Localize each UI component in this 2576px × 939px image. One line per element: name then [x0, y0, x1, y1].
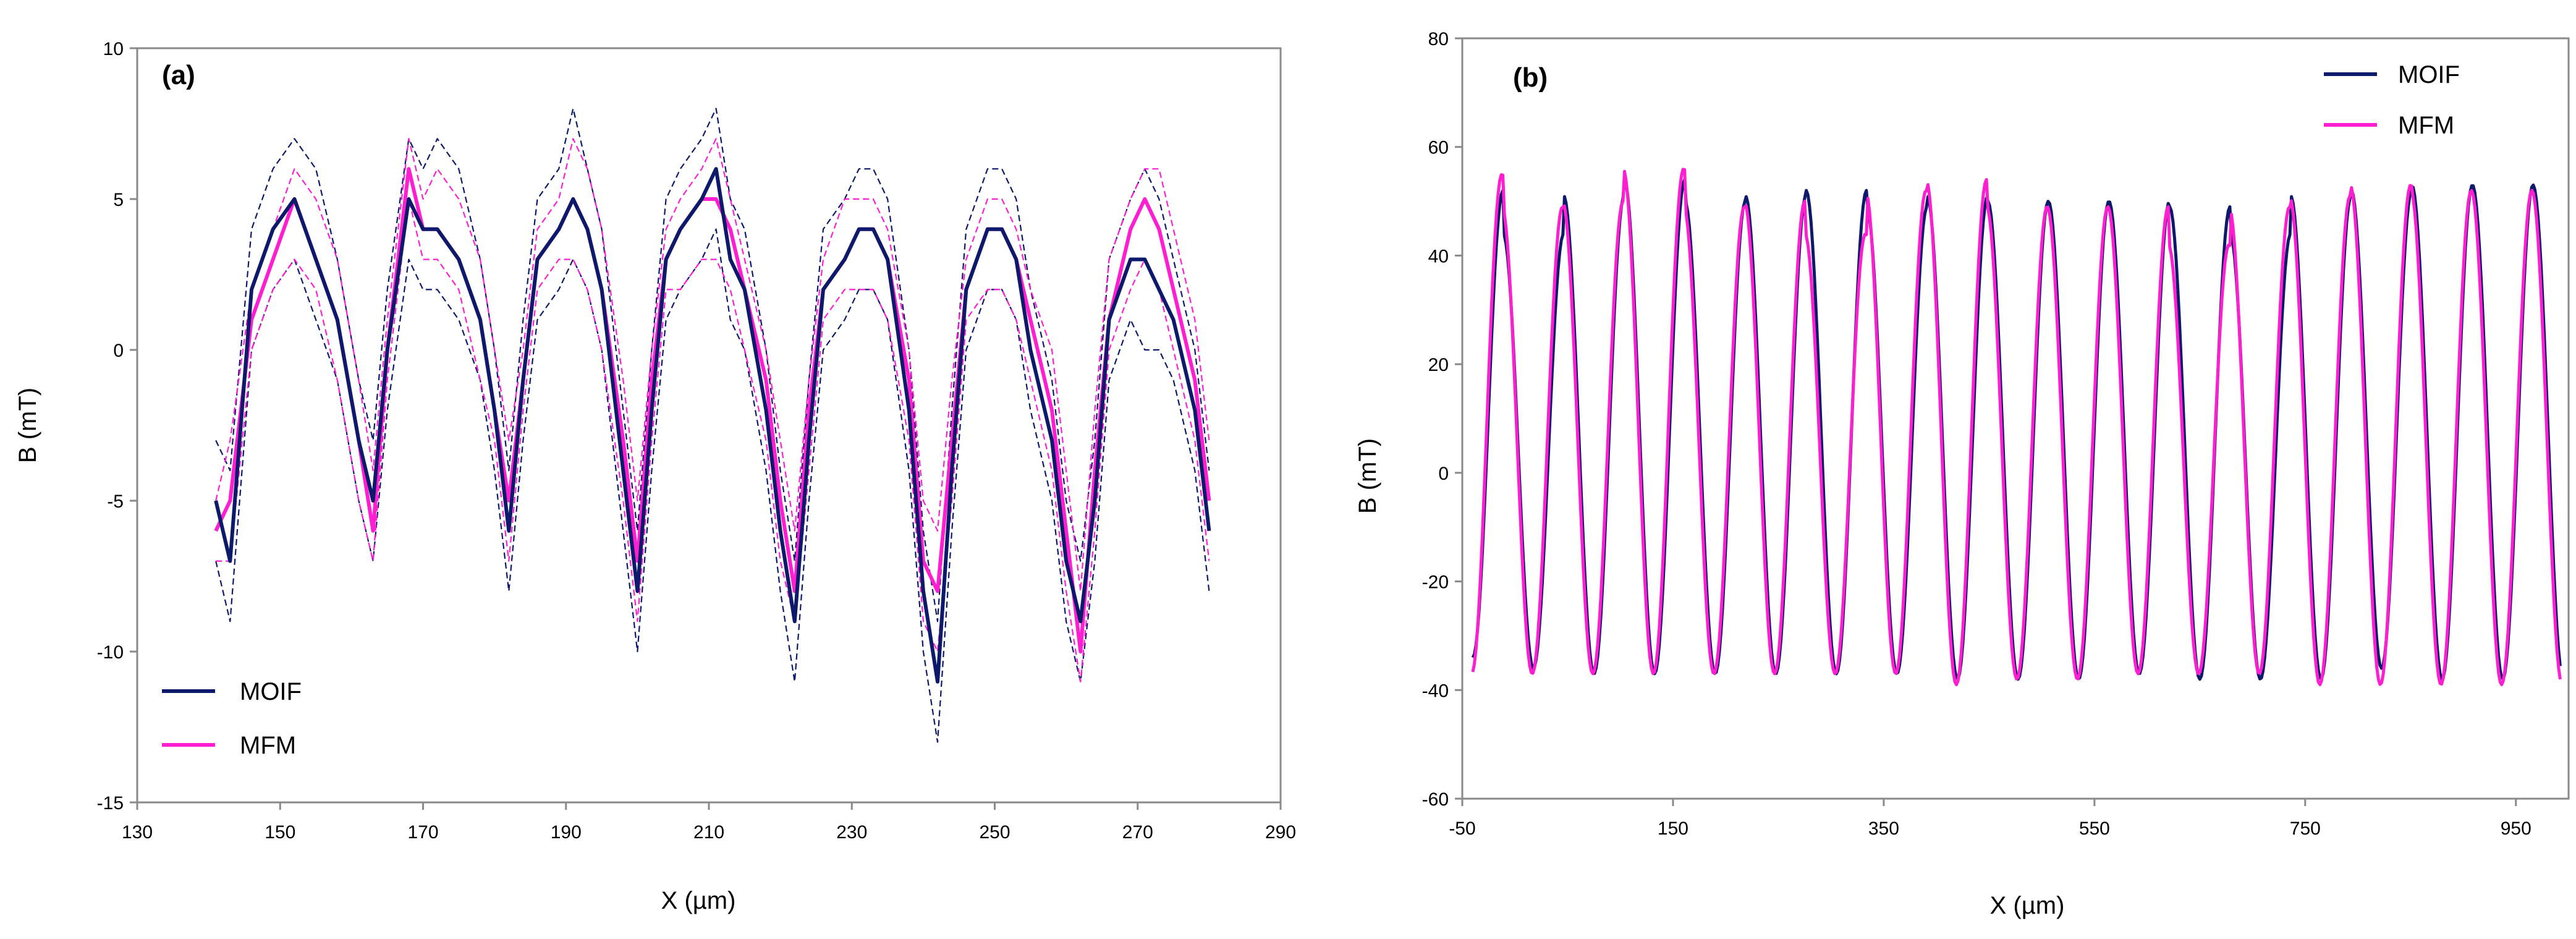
chart-a-y-tick-label: 10: [103, 39, 124, 59]
chart-a-y-tick-label: 5: [113, 190, 124, 210]
chart-a-y-axis-label: B (mT): [14, 388, 41, 463]
chart-b-lines: [1471, 168, 2562, 686]
chart-b-y-tick-label: -20: [1422, 572, 1449, 593]
chart-a-x-tick-label: 290: [1265, 822, 1296, 843]
chart-a-y-tick-label: -10: [97, 642, 124, 663]
chart-b-y-axis-label: B (mT): [1354, 438, 1381, 514]
chart-a-x-tick-label: 150: [265, 822, 295, 843]
chart-a-legend-mfm: MFM: [240, 732, 296, 759]
chart-a-series-moif-lower: [215, 228, 1210, 743]
chart-a-x-tick-label: 190: [551, 822, 582, 843]
chart-b-y-tick-label: 20: [1428, 355, 1449, 375]
chart-b-ticks: 80 60 40 20 0 -20 -40 -60-50 150 350 550 750 950: [1422, 29, 2532, 839]
chart-a-series-moif: [214, 167, 1211, 684]
chart-b-x-tick-label: -50: [1449, 818, 1475, 839]
chart-a-x-tick-label: 230: [836, 822, 867, 843]
chart-a-y-tick-label: -15: [97, 793, 124, 814]
chart-a-legend: MOIF MFM: [162, 678, 302, 759]
chart-b-plot-area: [1461, 37, 2570, 800]
chart-b-x-tick-label: 750: [2290, 818, 2321, 839]
chart-a-legend-moif: MOIF: [240, 678, 302, 705]
chart-b-series-mfm: [1471, 168, 2562, 686]
chart-b-legend-moif: MOIF: [2398, 61, 2460, 88]
chart-b-y-tick-label: 40: [1428, 246, 1449, 266]
chart-b-x-tick-label: 350: [1868, 818, 1899, 839]
chart-a-y-tick-label: -5: [107, 491, 124, 512]
chart-a-y-tick-label: 0: [113, 341, 124, 361]
chart-a-plot-area: [136, 47, 1282, 804]
chart-b-y-tick-label: 0: [1438, 464, 1449, 484]
chart-b-panel-label: (b): [1513, 62, 1548, 93]
chart-a-x-tick-label: 270: [1122, 822, 1153, 843]
chart-a-x-tick-label: 250: [979, 822, 1010, 843]
chart-b-y-tick-label: 60: [1428, 138, 1449, 158]
chart-a-series-mfm: [214, 167, 1211, 653]
chart-b-x-axis-label: X (µm): [1990, 892, 2065, 919]
chart-b-y-tick-label: 80: [1428, 29, 1449, 49]
chart-a-lines: [214, 108, 1211, 743]
chart-b-x-tick-label: 150: [1658, 818, 1688, 839]
chart-a-x-tick-label: 210: [693, 822, 724, 843]
chart-a-x-tick-label: 130: [122, 822, 153, 843]
chart-b-y-tick-label: -40: [1422, 681, 1449, 701]
chart-b-legend: MOIF MFM: [2324, 61, 2460, 139]
chart-a-ticks: 10 5 0 -5 -10 -15 130 150 170 190 210 230 250 270 290: [97, 39, 1296, 843]
chart-b: 80 60 40 20 0 -20 -40 -60-50 150 350 550 750 950 (b)…: [1354, 29, 2570, 919]
chart-a-panel-label: (a): [162, 60, 195, 90]
chart-a-x-axis-label: X (µm): [661, 887, 736, 914]
chart-b-x-tick-label: 550: [2079, 818, 2110, 839]
chart-b-x-tick-label: 950: [2501, 818, 2532, 839]
chart-b-legend-mfm: MFM: [2398, 112, 2454, 139]
chart-a-x-tick-label: 170: [407, 822, 438, 843]
chart-a-series-mfm-upper: [215, 138, 1210, 592]
chart-b-y-tick-label: -60: [1422, 789, 1449, 810]
